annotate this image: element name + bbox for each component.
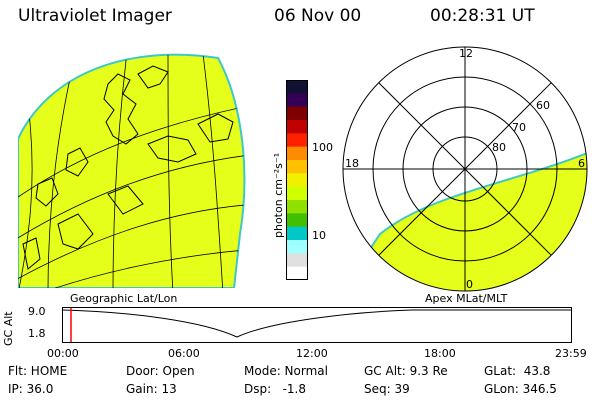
title: Ultraviolet Imager [18, 6, 172, 26]
colorbar-segment [286, 240, 308, 254]
alt-ylabel: GC Alt [2, 311, 15, 346]
colorbar-tick-100: 100 [312, 141, 333, 154]
mlt-label-12: 12 [459, 47, 473, 60]
colorbar-segment [286, 173, 308, 188]
colorbar-segment [286, 226, 308, 241]
mlt-label-0: 0 [466, 278, 473, 291]
geographic-label: Geographic Lat/Lon [70, 292, 178, 305]
info-gain: Gain: 13 [126, 382, 177, 396]
colorbar-segment [286, 106, 308, 121]
time-tick-0000: 00:00 [47, 347, 79, 360]
colorbar-unit-label: photon cm⁻²s⁻¹ [272, 152, 285, 238]
altitude-plot [62, 307, 572, 343]
colorbar [286, 80, 308, 280]
time-tick-1200: 12:00 [296, 347, 328, 360]
info-seq: Seq: 39 [364, 382, 410, 396]
date: 06 Nov 00 [274, 6, 362, 26]
info-dsp: Dsp: -1.8 [244, 382, 307, 396]
time: 00:28:31 UT [430, 6, 535, 26]
colorbar-segment [286, 80, 308, 94]
mlt-label-18: 18 [345, 157, 359, 170]
colorbar-segment [286, 120, 308, 134]
colorbar-segment [286, 146, 308, 161]
colorbar-tick-10: 10 [312, 229, 326, 242]
alt-ymax: 9.0 [28, 305, 46, 318]
info-ip: IP: 36.0 [8, 382, 54, 396]
coastlines [22, 65, 234, 270]
lat-label-60: 60 [536, 99, 550, 112]
info-glat: GLat: 43.8 [484, 364, 551, 378]
lat-label-80: 80 [492, 141, 506, 154]
colorbar-segment [286, 160, 308, 174]
time-tick-1800: 18:00 [424, 347, 456, 360]
apex-label: Apex MLat/MLT [425, 292, 508, 305]
geographic-map [18, 53, 246, 288]
altitude-curve [62, 309, 571, 338]
info-door: Door: Open [126, 364, 195, 378]
colorbar-segment [286, 266, 308, 280]
colorbar-segment [286, 186, 308, 201]
colorbar-segment [286, 253, 308, 268]
time-tick-0600: 06:00 [168, 347, 200, 360]
colorbar-segment [286, 133, 308, 148]
map-grid [18, 54, 245, 288]
colorbar-segment [286, 93, 308, 108]
time-tick-2359: 23:59 [555, 347, 587, 360]
colorbar-segment [286, 213, 308, 228]
polar-grid [342, 46, 588, 292]
info-gcalt: GC Alt: 9.3 Re [364, 364, 448, 378]
polar-plot [342, 46, 588, 292]
alt-ymin: 1.8 [28, 327, 46, 340]
lat-label-70: 70 [512, 121, 526, 134]
info-flt: Flt: HOME [8, 364, 68, 378]
info-glon: GLon: 346.5 [484, 382, 557, 396]
map-aurora-fill [18, 53, 246, 288]
colorbar-segment [286, 200, 308, 214]
info-mode: Mode: Normal [244, 364, 328, 378]
mlt-label-6: 6 [578, 157, 585, 170]
